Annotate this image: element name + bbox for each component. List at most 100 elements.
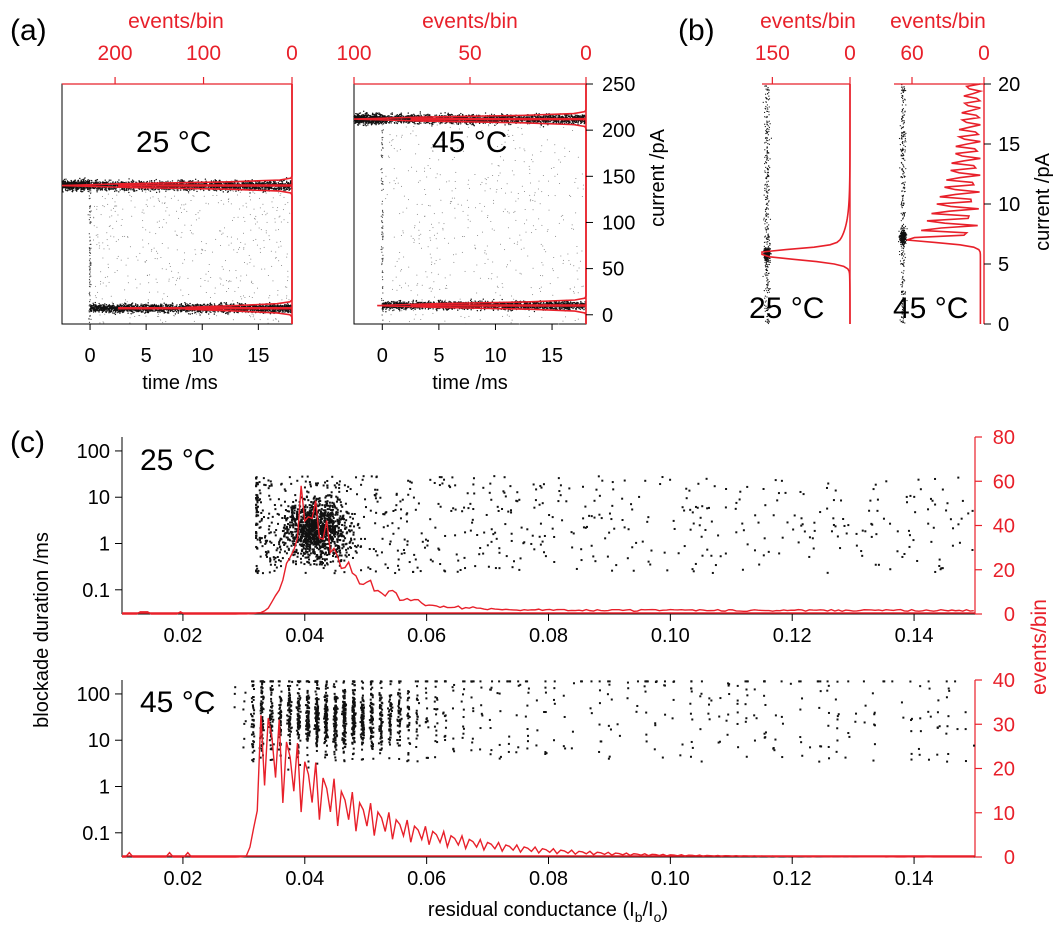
event-point xyxy=(70,187,73,189)
event-point xyxy=(184,310,187,313)
event-point xyxy=(180,179,182,181)
event-point xyxy=(278,188,281,190)
event-point xyxy=(80,179,82,181)
event-point xyxy=(159,309,161,311)
event-point xyxy=(113,184,115,187)
event-point xyxy=(102,308,104,311)
event-point xyxy=(171,302,174,305)
event-point xyxy=(285,188,288,191)
event-point xyxy=(135,181,137,183)
event-point xyxy=(147,304,150,307)
event-point xyxy=(189,313,191,315)
event-point xyxy=(249,182,251,185)
event-point xyxy=(80,191,83,193)
event-point xyxy=(97,189,99,191)
event-point xyxy=(267,188,270,190)
event-point xyxy=(244,302,247,305)
event-point xyxy=(125,188,128,190)
event-point xyxy=(283,305,285,307)
event-point xyxy=(283,304,286,306)
event-point xyxy=(283,186,285,189)
event-point xyxy=(100,304,102,307)
event-point xyxy=(72,189,74,192)
event-point xyxy=(275,305,277,307)
event-point xyxy=(139,305,141,308)
event-point xyxy=(261,182,264,185)
event-point xyxy=(215,180,217,182)
event-point xyxy=(280,188,282,191)
event-point xyxy=(283,311,285,313)
event-point xyxy=(71,188,73,191)
event-point xyxy=(132,312,134,314)
event-point xyxy=(266,304,268,307)
event-point xyxy=(123,189,126,192)
panel-label-a: (a) xyxy=(10,14,47,47)
event-point xyxy=(69,189,71,191)
panel-label-c: (c) xyxy=(10,426,45,459)
event-point xyxy=(196,190,198,193)
event-point xyxy=(286,187,288,190)
event-point xyxy=(179,189,182,191)
event-point xyxy=(104,187,106,190)
event-point xyxy=(160,303,162,305)
event-point xyxy=(103,306,105,308)
event-point xyxy=(100,306,102,308)
event-point xyxy=(168,312,170,314)
event-point xyxy=(165,190,167,192)
event-point xyxy=(227,313,229,315)
event-point xyxy=(151,305,153,307)
event-point xyxy=(133,309,135,311)
event-point xyxy=(131,310,134,313)
event-point xyxy=(287,311,289,314)
event-point xyxy=(145,304,147,306)
event-point xyxy=(153,189,155,191)
event-point xyxy=(235,186,238,189)
event-point xyxy=(222,191,224,193)
event-point xyxy=(261,309,264,311)
event-point xyxy=(140,180,143,183)
event-point xyxy=(65,187,67,189)
event-point xyxy=(112,302,114,305)
event-point xyxy=(171,310,174,312)
event-point xyxy=(126,189,128,192)
event-point xyxy=(90,306,92,309)
event-point xyxy=(174,309,177,312)
event-point xyxy=(71,190,73,193)
event-point xyxy=(154,305,156,307)
event-point xyxy=(257,309,260,311)
event-point xyxy=(119,189,121,191)
event-point xyxy=(116,307,118,309)
event-point xyxy=(108,181,110,183)
event-point xyxy=(282,310,284,313)
event-point xyxy=(96,191,98,193)
event-point xyxy=(92,304,94,307)
event-point xyxy=(183,309,185,311)
event-point xyxy=(146,310,149,312)
event-point xyxy=(100,308,103,310)
event-point xyxy=(95,309,97,311)
event-point xyxy=(74,189,76,191)
event-point xyxy=(181,179,184,181)
event-point xyxy=(170,304,172,307)
event-point xyxy=(117,305,120,308)
event-point xyxy=(187,191,190,193)
event-point xyxy=(69,182,72,184)
event-point xyxy=(157,188,159,191)
event-point xyxy=(113,307,115,310)
event-point xyxy=(113,312,115,315)
event-point xyxy=(61,189,63,191)
event-point xyxy=(197,304,199,307)
event-point xyxy=(279,309,282,312)
event-point xyxy=(77,182,79,185)
event-point xyxy=(110,179,112,181)
event-point xyxy=(133,188,135,191)
event-point xyxy=(220,301,222,304)
event-point xyxy=(277,181,279,184)
event-point xyxy=(174,313,177,315)
event-point xyxy=(270,187,273,189)
event-point xyxy=(111,188,113,190)
event-point xyxy=(177,179,179,182)
event-point xyxy=(180,310,183,312)
event-point xyxy=(141,190,144,192)
event-point xyxy=(181,304,183,307)
